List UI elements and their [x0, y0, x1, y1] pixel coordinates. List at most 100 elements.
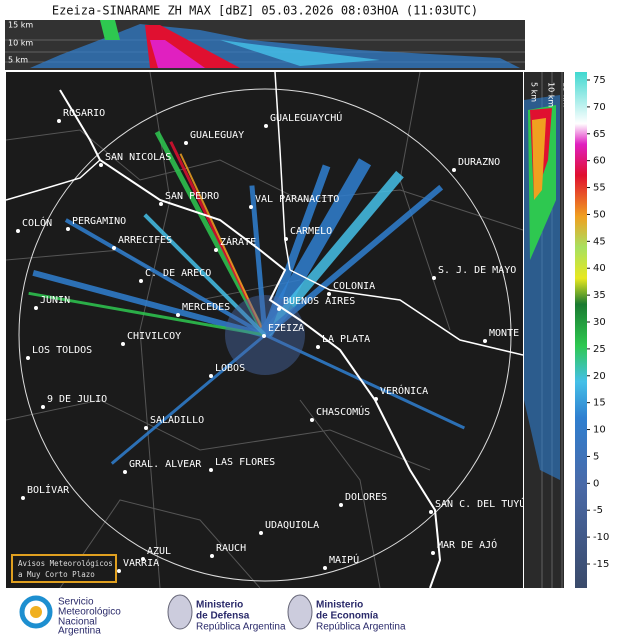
city-label: SALADILLO — [150, 415, 204, 426]
title: Ezeiza-SINARAME ZH MAX [dBZ] 05.03.2026 … — [52, 4, 478, 18]
colorbar-tick-label: 45 — [593, 236, 606, 247]
city-dot — [339, 503, 343, 507]
logo-text: Meteorológico — [58, 607, 121, 618]
city-dot — [432, 276, 436, 280]
city-dot — [327, 292, 331, 296]
logo-text: República Argentina — [316, 622, 406, 633]
city-label: BUENOS AIRES — [283, 296, 355, 307]
city-label: PERGAMINO — [72, 216, 126, 227]
colorbar-tick-label: 70 — [593, 102, 606, 113]
notice-box[interactable] — [11, 554, 117, 583]
colorbar-tick-label: 75 — [593, 75, 606, 86]
city-dot — [323, 566, 327, 570]
city-dot — [210, 554, 214, 558]
city-label: CARMELO — [290, 226, 332, 237]
city-label: ARRECIFES — [118, 235, 172, 246]
city-dot — [123, 470, 127, 474]
city-dot — [144, 426, 148, 430]
city-dot — [310, 418, 314, 422]
city-dot — [26, 356, 30, 360]
city-label: LA PLATA — [322, 334, 370, 345]
city-label: SAN PEDRO — [165, 191, 219, 202]
echo — [263, 184, 444, 338]
colorbar-tick-label: 30 — [593, 317, 606, 328]
city-dot — [284, 237, 288, 241]
echo — [28, 291, 266, 337]
echo — [264, 333, 466, 430]
smn-logo — [19, 595, 53, 629]
colorbar-tick-label: 0 — [593, 478, 599, 489]
city-label: BOLÍVAR — [27, 483, 70, 496]
city-label: JUNIN — [40, 295, 70, 306]
city-dot — [374, 397, 378, 401]
city-label: LOS TOLDOS — [32, 345, 92, 356]
echo — [261, 170, 404, 339]
colorbar-tick-label: 15 — [593, 398, 606, 409]
city-label: DOLORES — [345, 492, 387, 503]
logo-text: de Economía — [316, 611, 379, 622]
colorbar-tick-label: 60 — [593, 156, 606, 167]
city-dot — [262, 334, 266, 338]
city-label: C. DE ARECO — [145, 268, 211, 279]
city-label: COLONIA — [333, 281, 375, 292]
city-label: EZEIZA — [268, 323, 304, 334]
echo — [32, 269, 266, 338]
echo — [110, 333, 266, 465]
echo — [261, 164, 331, 337]
city-label: MAR DE AJÓ — [437, 538, 497, 551]
echo — [249, 185, 268, 336]
city-dot — [259, 531, 263, 535]
notice-text: Avisos Meteorológicos — [18, 559, 113, 568]
colorbar-tick-label: 40 — [593, 263, 606, 274]
logo-text: Argentina — [58, 626, 101, 637]
altitude-label: 10 km — [8, 39, 33, 48]
city-dot — [316, 345, 320, 349]
echo — [64, 218, 266, 337]
colorbar-tick-label: 5 — [593, 451, 599, 462]
city-dot — [429, 510, 433, 514]
city-dot — [264, 124, 268, 128]
city-dot — [99, 163, 103, 167]
city-dot — [452, 168, 456, 172]
city-label: SAN NICOLAS — [105, 152, 171, 163]
city-dot — [139, 279, 143, 283]
logo-text: República Argentina — [196, 622, 286, 633]
colorbar-tick-label: 10 — [593, 425, 606, 436]
altitude-label: 15 km — [8, 21, 33, 30]
colorbar-tick-label: 65 — [593, 129, 606, 140]
logo-text: Nacional — [58, 617, 97, 628]
city-dot — [34, 306, 38, 310]
city-dot — [209, 468, 213, 472]
logo-text: de Defensa — [196, 611, 250, 622]
colorbar-tick-label: -15 — [593, 559, 609, 570]
altitude-label: 10 km — [547, 82, 556, 107]
city-label: MAIPÚ — [329, 553, 359, 566]
colorbar-tick-label: 20 — [593, 371, 606, 382]
echo — [143, 213, 267, 337]
city-label: SAN C. DEL TUYÚ — [435, 497, 525, 510]
city-dot — [141, 557, 145, 561]
colorbar-tick-label: 35 — [593, 290, 606, 301]
cities: ROSARIO GUALEGUAYCHÚ GUALEGUAY SAN NICOLAS D… — [16, 108, 525, 573]
city-label: LOBOS — [215, 363, 245, 374]
city-label: LAS FLORES — [215, 457, 275, 468]
city-dot — [16, 229, 20, 233]
city-dot — [176, 313, 180, 317]
echo — [258, 158, 372, 339]
defensa-emblem — [167, 594, 193, 630]
city-dot — [121, 342, 125, 346]
city-dot — [41, 405, 45, 409]
city-label: COLÓN — [22, 216, 52, 229]
city-label: UDAQUIOLA — [265, 520, 319, 531]
city-label: VARRIA — [123, 558, 159, 569]
colorbar-tick-label: -5 — [593, 505, 603, 516]
city-dot — [21, 496, 25, 500]
city-dot — [209, 374, 213, 378]
city-label: ZÁRATE — [220, 235, 256, 248]
economia-emblem — [287, 594, 313, 630]
city-label: GUALEGUAY — [190, 130, 244, 141]
city-dot — [214, 248, 218, 252]
